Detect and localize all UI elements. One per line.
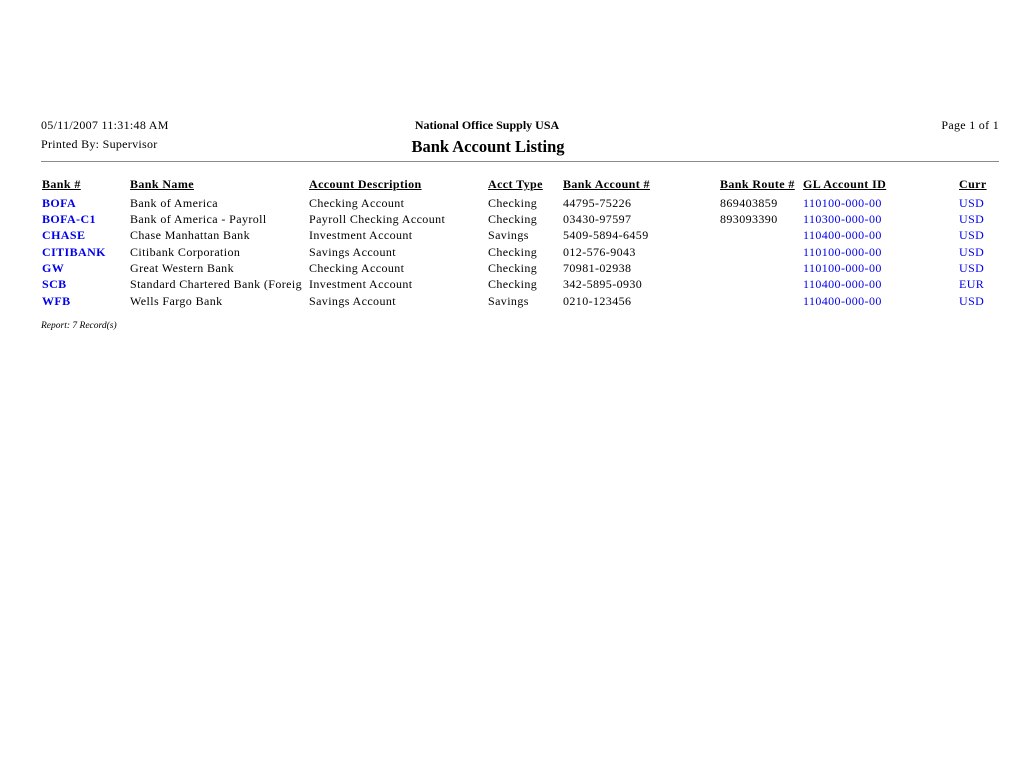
cell-bank-name: Bank of America - Payroll [130, 212, 267, 226]
header-divider [41, 161, 999, 162]
cell-gl-account-id[interactable]: 110400-000-00 [803, 277, 882, 291]
page-indicator: Page 1 of 1 [941, 118, 999, 132]
cell-acct-type: Checking [488, 212, 538, 226]
cell-gl-account-id[interactable]: 110400-000-00 [803, 294, 882, 308]
cell-bank-route: 869403859 [720, 196, 778, 210]
cell-acct-type: Savings [488, 228, 529, 242]
cell-bank-name: Wells Fargo Bank [130, 294, 223, 308]
column-header-bank-route: Bank Route # [720, 177, 795, 191]
cell-currency[interactable]: USD [959, 245, 985, 259]
cell-gl-account-id[interactable]: 110100-000-00 [803, 261, 882, 275]
column-header-currency: Curr [959, 177, 987, 191]
cell-bank-name: Great Western Bank [130, 261, 234, 275]
printed-by: Printed By: Supervisor [41, 137, 158, 151]
cell-gl-account-id[interactable]: 110300-000-00 [803, 212, 882, 226]
cell-bank-name: Standard Chartered Bank (Foreig [130, 277, 303, 291]
cell-bank-account-number: 44795-75226 [563, 196, 632, 210]
cell-bank-account-number: 70981-02938 [563, 261, 632, 275]
cell-bank-id[interactable]: BOFA-C1 [42, 212, 96, 226]
cell-bank-id[interactable]: GW [42, 261, 65, 275]
cell-account-description: Payroll Checking Account [309, 212, 446, 226]
cell-gl-account-id[interactable]: 110100-000-00 [803, 245, 882, 259]
column-header-bank-account-number: Bank Account # [563, 177, 650, 191]
cell-bank-id[interactable]: SCB [42, 277, 67, 291]
cell-bank-id[interactable]: WFB [42, 294, 71, 308]
cell-bank-account-number: 0210-123456 [563, 294, 632, 308]
cell-currency[interactable]: USD [959, 196, 985, 210]
cell-account-description: Investment Account [309, 228, 413, 242]
cell-account-description: Investment Account [309, 277, 413, 291]
column-header-bank-name: Bank Name [130, 177, 194, 191]
cell-bank-id[interactable]: CHASE [42, 228, 86, 242]
print-datetime: 05/11/2007 11:31:48 AM [41, 118, 169, 132]
cell-acct-type: Checking [488, 261, 538, 275]
cell-account-description: Savings Account [309, 245, 396, 259]
cell-bank-account-number: 5409-5894-6459 [563, 228, 649, 242]
cell-bank-id[interactable]: CITIBANK [42, 245, 106, 259]
cell-currency[interactable]: USD [959, 261, 985, 275]
company-name: National Office Supply USA [414, 118, 560, 132]
cell-account-description: Checking Account [309, 261, 405, 275]
cell-account-description: Savings Account [309, 294, 396, 308]
cell-currency[interactable]: USD [959, 294, 985, 308]
cell-acct-type: Checking [488, 277, 538, 291]
cell-bank-account-number: 342-5895-0930 [563, 277, 643, 291]
column-header-gl-account-id: GL Account ID [803, 177, 887, 191]
cell-account-description: Checking Account [309, 196, 405, 210]
cell-bank-account-number: 012-576-9043 [563, 245, 636, 259]
cell-currency[interactable]: EUR [959, 277, 985, 291]
cell-gl-account-id[interactable]: 110400-000-00 [803, 228, 882, 242]
record-count: Report: 7 Record(s) [41, 321, 117, 331]
cell-bank-name: Bank of America [130, 196, 218, 210]
cell-currency[interactable]: USD [959, 228, 985, 242]
report-title: Bank Account Listing [411, 137, 565, 156]
cell-bank-id[interactable]: BOFA [42, 196, 77, 210]
cell-acct-type: Checking [488, 196, 538, 210]
cell-bank-name: Chase Manhattan Bank [130, 228, 250, 242]
column-header-account-description: Account Description [309, 177, 422, 191]
cell-currency[interactable]: USD [959, 212, 985, 226]
column-header-acct-type: Acct Type [488, 177, 543, 191]
cell-bank-name: Citibank Corporation [130, 245, 241, 259]
cell-gl-account-id[interactable]: 110100-000-00 [803, 196, 882, 210]
column-header-bank-id: Bank # [42, 177, 81, 191]
cell-acct-type: Checking [488, 245, 538, 259]
cell-acct-type: Savings [488, 294, 529, 308]
cell-bank-account-number: 03430-97597 [563, 212, 632, 226]
cell-bank-route: 893093390 [720, 212, 778, 226]
